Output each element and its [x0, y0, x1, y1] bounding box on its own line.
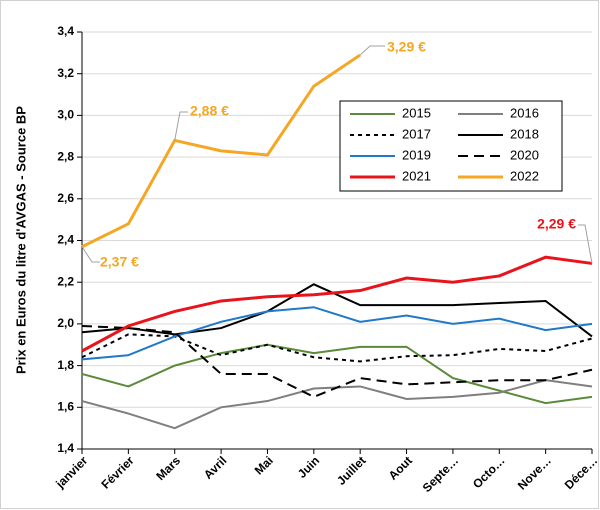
- series-line: [81, 306, 593, 361]
- y-tick-label: 2,4: [57, 233, 74, 247]
- series-line: [81, 53, 362, 249]
- y-tick-label: 2,0: [57, 316, 74, 330]
- annotation: 2,88 €: [190, 103, 229, 119]
- legend-label: 2016: [510, 105, 539, 120]
- series-line: [81, 324, 593, 398]
- legend-label: 2018: [510, 126, 539, 141]
- y-tick-label: 3,2: [57, 66, 74, 80]
- series-line: [81, 283, 593, 338]
- legend-label: 2020: [510, 147, 539, 162]
- y-tick-label: 3,0: [57, 108, 74, 122]
- annotation-leader: [174, 111, 188, 141]
- annotation-leader: [81, 246, 100, 263]
- legend-label: 2017: [402, 126, 431, 141]
- y-tick-label: 2,6: [57, 191, 74, 205]
- annotation-leader: [578, 224, 593, 264]
- annotation-leader: [359, 45, 385, 56]
- legend-label: 2015: [402, 105, 431, 120]
- y-tick-label: 1,8: [57, 358, 74, 372]
- legend-label: 2022: [510, 168, 539, 183]
- annotation: 2,37 €: [100, 254, 139, 270]
- annotation: 3,29 €: [387, 39, 426, 55]
- legend-label: 2019: [402, 147, 431, 162]
- series-line: [81, 333, 593, 363]
- y-tick-label: 1,4: [57, 441, 74, 455]
- y-axis-label: Prix en Euros du litre d'AVGAS - Source …: [13, 106, 28, 374]
- annotation: 2,29 €: [537, 216, 576, 232]
- y-tick-label: 2,8: [57, 149, 74, 163]
- legend-label: 2021: [402, 168, 431, 183]
- y-tick-label: 1,6: [57, 399, 74, 413]
- series-line: [81, 255, 593, 353]
- series-line: [81, 343, 593, 405]
- y-tick-label: 2,2: [57, 274, 74, 288]
- y-tick-label: 3,4: [57, 24, 74, 38]
